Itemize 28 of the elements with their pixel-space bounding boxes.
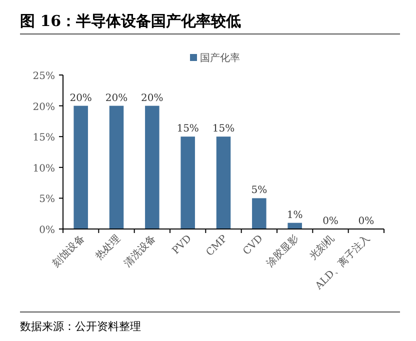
x-tick-label: 热处理 [92,232,123,262]
text: 15% [212,124,235,135]
text: 0% [358,216,374,227]
y-tick-label: 10% [32,163,55,174]
text: 0% [322,216,338,227]
chart-title: 图 16：半导体设备国产化率较低 [20,12,242,30]
legend-label: 国产化率 [200,52,240,64]
text: 20% [105,92,128,104]
text: 20% [70,92,92,104]
bar [109,106,124,229]
bar [74,106,88,229]
y-tick-label: 20% [32,102,55,113]
text: 20% [141,92,164,104]
bar [216,136,231,229]
x-tick-label: 涂胶显影 [264,232,301,270]
text: 15% [176,124,199,135]
bar [252,198,266,229]
y-tick-label: 25% [32,71,55,82]
bar [180,136,195,229]
text: 1% [286,210,303,221]
bar [145,106,160,229]
y-tick-label: 5% [39,194,55,206]
source-note: 数据来源：公开资料整理 [20,320,141,333]
x-tick-label: 清洗设备 [122,232,158,270]
x-tick-label: 光刻机 [306,232,337,262]
y-tick-label: 15% [32,132,55,144]
bar [288,222,302,229]
text: 5% [251,185,268,196]
